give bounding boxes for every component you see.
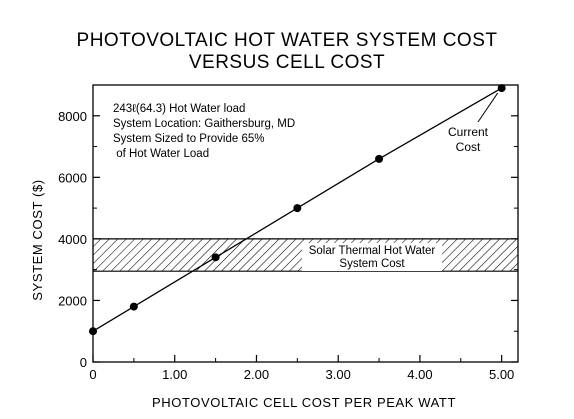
annotation-arrow [477, 92, 499, 123]
x-tick-label: 0 [89, 367, 96, 382]
data-point [497, 84, 506, 93]
band-label-box [302, 243, 442, 271]
y-axis-title: SYSTEM COST ($) [30, 179, 45, 300]
y-tick-label: 8000 [58, 109, 87, 124]
y-tick-label: 2000 [58, 293, 87, 308]
data-point [375, 154, 384, 163]
x-tick-label: 2.00 [244, 367, 269, 382]
chart-subtitle: VERSUS CELL COST [188, 52, 386, 73]
y-tick-label: 6000 [58, 170, 87, 185]
x-tick-label: 1.00 [162, 367, 187, 382]
plot-frame [92, 84, 519, 363]
note-line-1: 243ℓ(64.3) Hot Water load [113, 103, 245, 115]
y-tick-label: 4000 [58, 232, 87, 247]
data-point [89, 327, 97, 336]
y-tick-label: 0 [80, 355, 87, 370]
chart-title: PHOTOVOLTAIC HOT WATER SYSTEM COST [76, 30, 498, 51]
data-point [293, 204, 302, 213]
x-axis-title: PHOTOVOLTAIC CELL COST PER PEAK WATT [152, 395, 456, 410]
x-tick-label: 3.00 [326, 367, 351, 382]
x-tick-label: 5.00 [489, 367, 514, 382]
band-label-line-1: Solar Thermal Hot Water [309, 245, 436, 257]
series-line [92, 87, 502, 332]
band-label-line-2: System Cost [339, 258, 405, 270]
annotation-cost: Cost [456, 140, 481, 154]
note-line-4: of Hot Water Load [113, 148, 209, 160]
note-line-2: System Location: Gaithersburg, MD [113, 118, 295, 130]
annotation-current: Current [448, 125, 489, 139]
data-point [129, 302, 138, 311]
note-line-3: System Sized to Provide 65% [113, 133, 265, 145]
x-tick-label: 4.00 [407, 367, 432, 382]
data-point [211, 253, 220, 262]
